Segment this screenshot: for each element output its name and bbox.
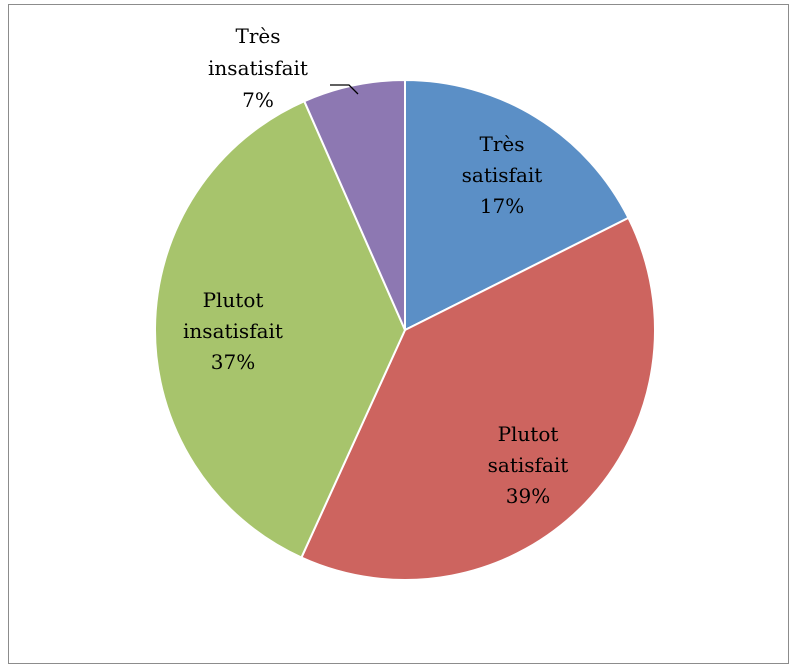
leader-line — [330, 84, 359, 95]
label-plutot-insatisfait-line2: insatisfait — [183, 319, 283, 343]
label-tres-satisfait-line1: Très — [480, 132, 525, 156]
label-tres-satisfait-percent: 17% — [480, 194, 524, 218]
label-tres-satisfait-line2: satisfait — [462, 163, 543, 187]
label-plutot-insatisfait-percent: 37% — [211, 350, 255, 374]
slice-plutot-satisfait — [300, 216, 656, 581]
slice-tres-insatisfait — [303, 79, 406, 331]
label-plutot-insatisfait-line1: Plutot — [203, 288, 264, 312]
label-tres-insatisfait-line2: insatisfait — [208, 56, 308, 80]
label-tres-insatisfait-percent: 7% — [242, 88, 274, 112]
label-plutot-satisfait-line2: satisfait — [488, 453, 569, 477]
slice-labels: Très satisfait 17% Plutot satisfait 39% … — [183, 24, 568, 508]
label-plutot-satisfait-line1: Plutot — [498, 422, 559, 446]
label-tres-insatisfait-line1: Très — [236, 24, 281, 48]
slice-tres-satisfait — [404, 79, 630, 331]
pie-slices — [154, 79, 656, 581]
slice-plutot-insatisfait — [154, 100, 406, 559]
label-plutot-satisfait-percent: 39% — [506, 484, 550, 508]
